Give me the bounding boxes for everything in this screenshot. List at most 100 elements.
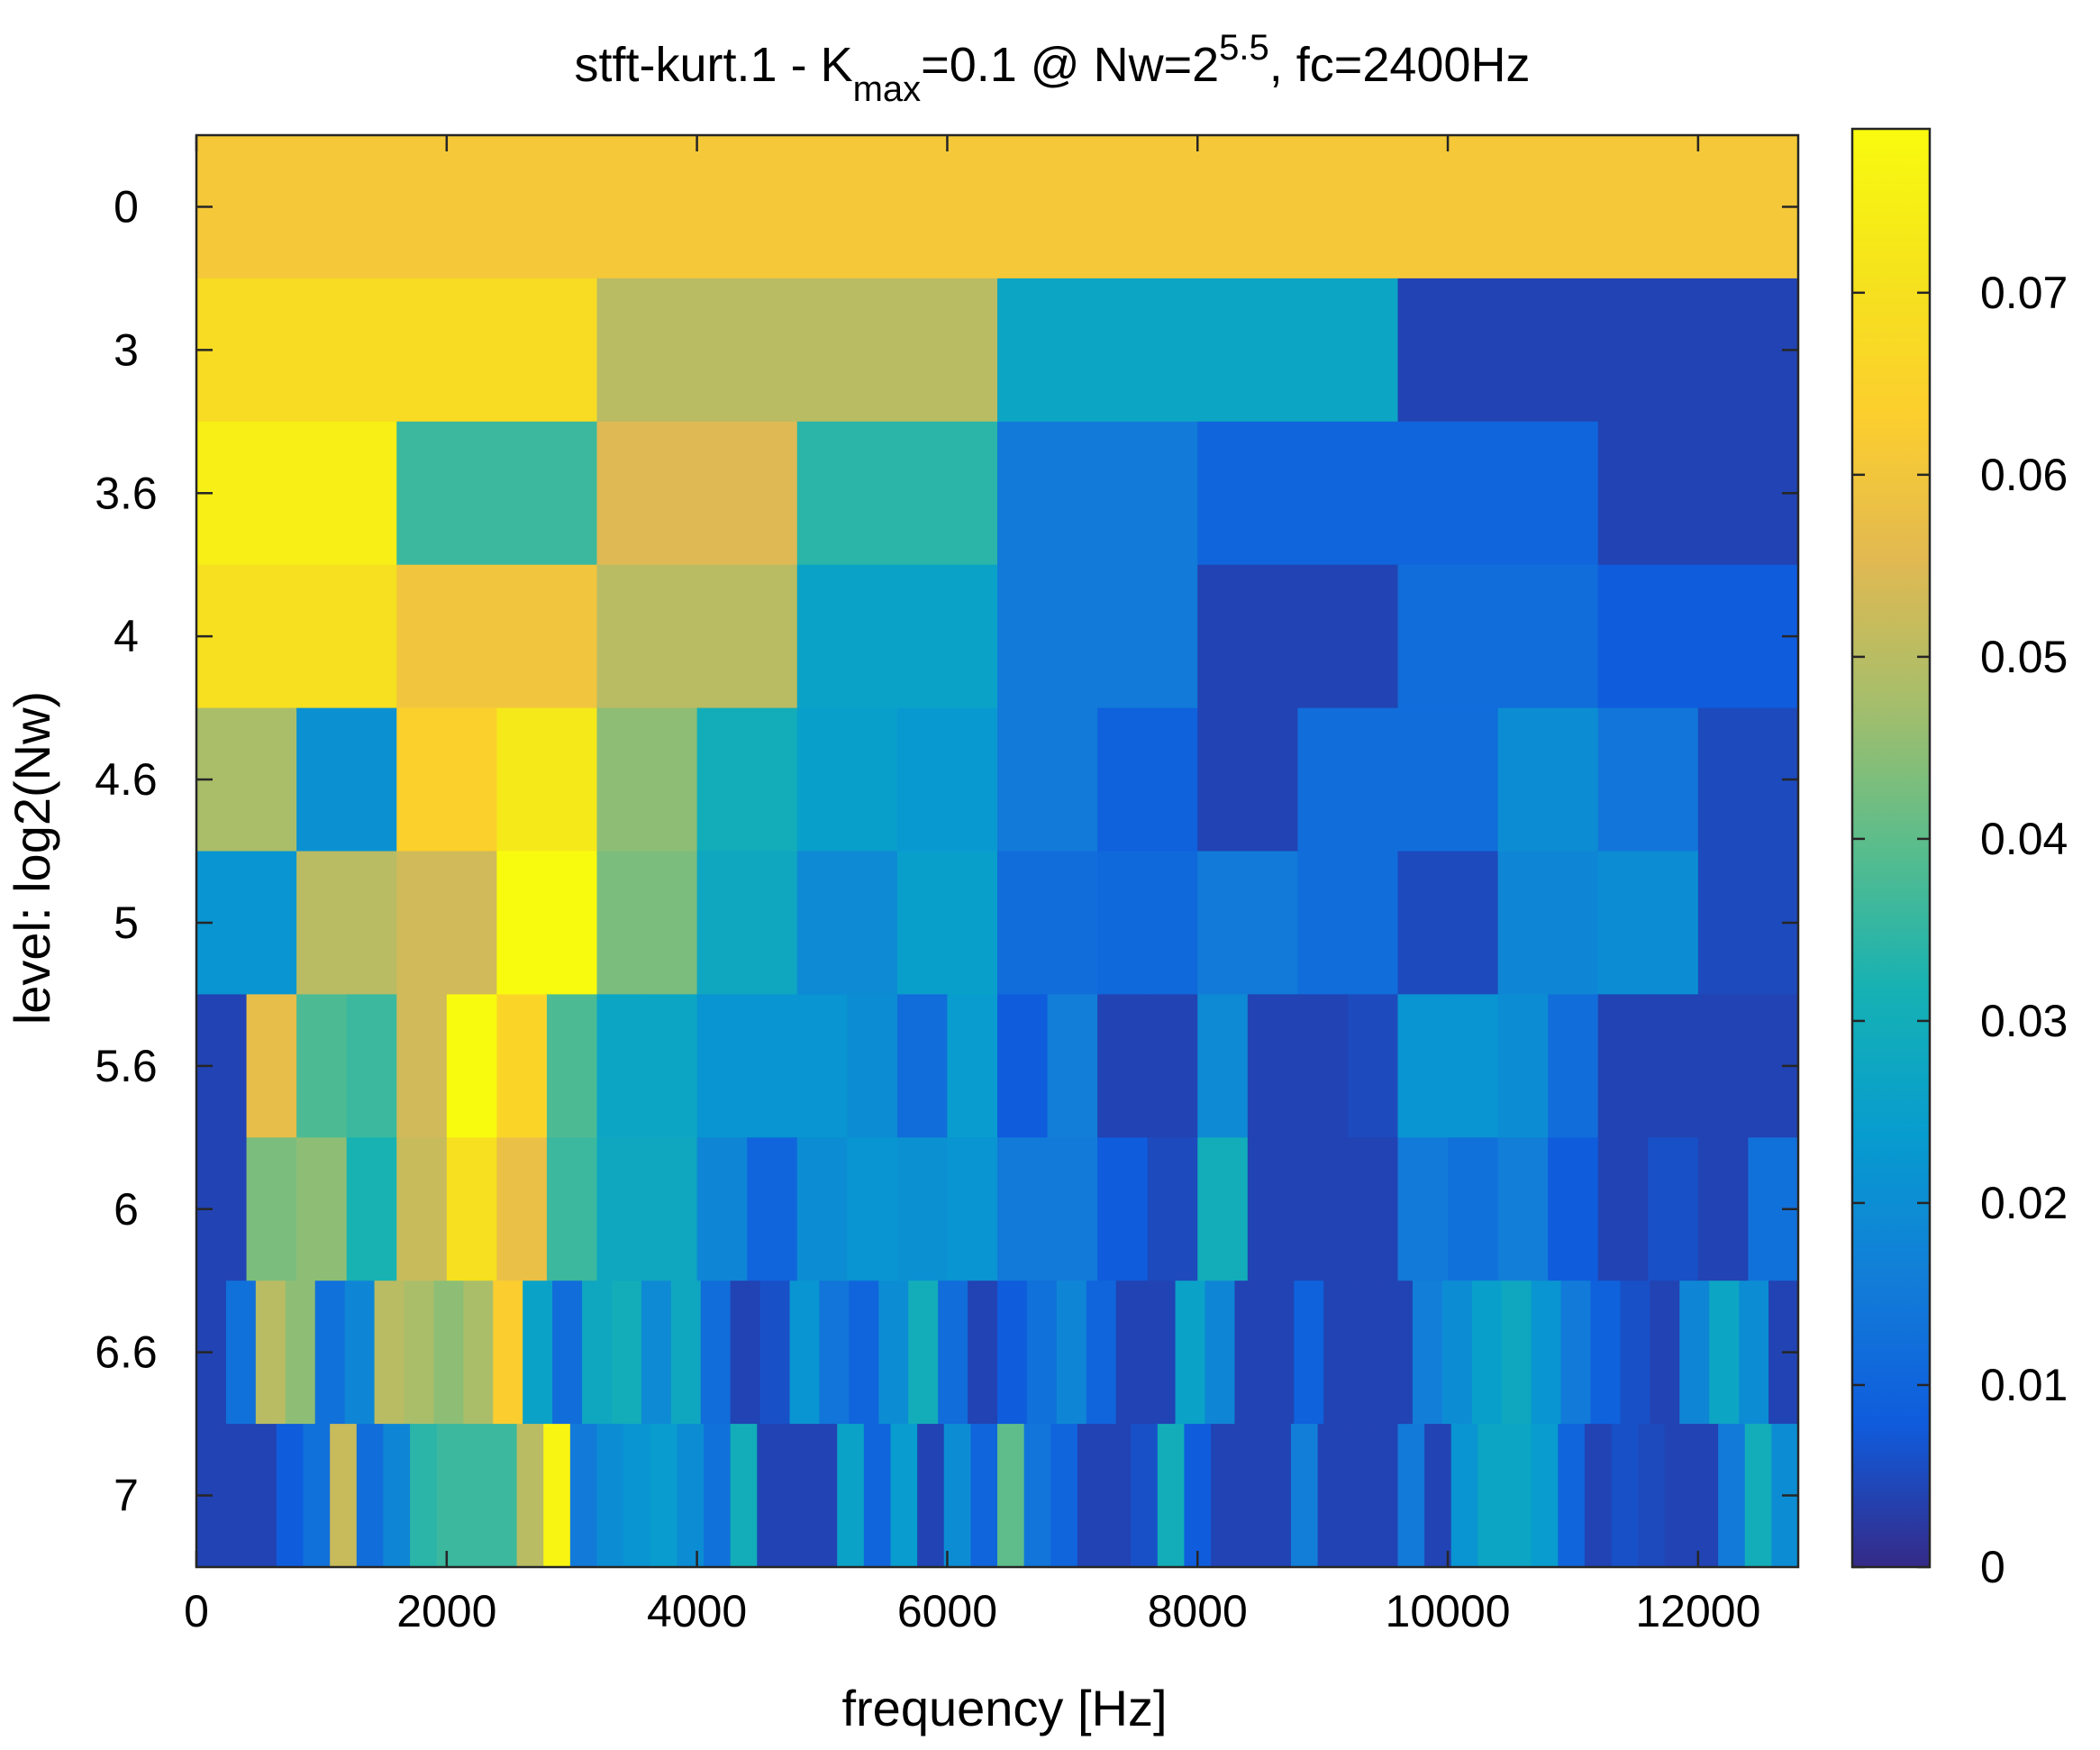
colorbar-tick-label: 0.01: [1980, 1360, 2068, 1410]
heatmap-cell: [1448, 1137, 1499, 1281]
heatmap-cell: [396, 994, 448, 1138]
heatmap-cell: [1294, 1281, 1324, 1425]
heatmap-cell: [374, 1281, 405, 1425]
heatmap-cell: [1197, 851, 1298, 995]
heatmap-cell: [1197, 994, 1249, 1138]
heatmap-cell: [696, 851, 798, 995]
heatmap-cell: [496, 707, 598, 852]
heatmap-cell: [1047, 1137, 1098, 1281]
heatmap-cell: [1323, 1281, 1354, 1425]
heatmap-cell: [196, 278, 598, 423]
heatmap-cell: [463, 1424, 491, 1568]
heatmap-cell: [997, 278, 1399, 423]
heatmap-cell: [569, 1424, 598, 1568]
heatmap-cell: [878, 1281, 909, 1425]
x-axis-label: frequency [Hz]: [841, 1680, 1167, 1736]
heatmap-cell: [396, 421, 598, 566]
heatmap-cell: [997, 994, 1049, 1138]
heatmap-cell: [730, 1424, 758, 1568]
heatmap-cell: [997, 564, 1198, 709]
heatmap-cell: [1448, 994, 1499, 1138]
heatmap-cell: [1317, 1424, 1345, 1568]
heatmap-cell: [1697, 1137, 1750, 1281]
heatmap-cell: [1697, 707, 1799, 852]
heatmap-cell: [223, 1424, 250, 1568]
heatmap-cell: [596, 707, 698, 852]
colorbar-tick-label: 0: [1980, 1542, 2005, 1592]
heatmap-cell: [1548, 1137, 1599, 1281]
heatmap-cell: [1097, 1137, 1149, 1281]
heatmap-cell: [997, 1424, 1025, 1568]
heatmap-cell: [796, 707, 898, 852]
heatmap-cell: [296, 851, 397, 995]
heatmap-cell: [1597, 851, 1699, 995]
heatmap-cell: [1697, 851, 1799, 995]
heatmap-cell: [997, 1137, 1049, 1281]
heatmap-cell: [1697, 994, 1750, 1138]
heatmap-cell: [1297, 994, 1349, 1138]
heatmap-cell: [819, 1281, 850, 1425]
heatmap-cell: [896, 707, 998, 852]
heatmap-cell: [1147, 994, 1198, 1138]
heatmap-cell: [896, 994, 949, 1138]
heatmap-cell: [1501, 1281, 1532, 1425]
heatmap-cell: [1397, 994, 1449, 1138]
heatmap-cell: [700, 1281, 732, 1425]
heatmap-cell: [356, 1424, 385, 1568]
heatmap-cell: [1679, 1281, 1710, 1425]
y-tick-label: 3.6: [95, 468, 158, 518]
heatmap-cell: [796, 421, 998, 566]
heatmap-cell: [837, 1424, 865, 1568]
heatmap-cell: [1297, 851, 1399, 995]
heatmap-cell: [1597, 707, 1699, 852]
heatmap-cell: [1597, 994, 1649, 1138]
heatmap-cell: [596, 564, 798, 709]
heatmap-cell: [623, 1424, 651, 1568]
colorbar: [1850, 127, 1932, 1569]
x-tick-label: 12000: [1635, 1586, 1760, 1636]
heatmap-cell: [1531, 1281, 1562, 1425]
heatmap-cell: [1560, 1281, 1592, 1425]
colorbar-ticks: 0 0.01 0.02 0.03 0.04 0.05 0.06 0.07: [1852, 268, 2068, 1592]
heatmap-cell: [1558, 1424, 1586, 1568]
heatmap-cell: [1397, 707, 1499, 852]
heatmap-cell: [255, 1281, 286, 1425]
heatmap-cell: [1097, 994, 1149, 1138]
y-tick-label: 5: [114, 898, 139, 948]
heatmap-cell: [1347, 994, 1399, 1138]
x-tick-label: 6000: [897, 1586, 997, 1636]
x-tick-label: 4000: [647, 1586, 747, 1636]
heatmap-cell: [246, 1137, 297, 1281]
heatmap-cell: [1531, 1424, 1559, 1568]
heatmap-cell: [747, 994, 798, 1138]
heatmap-cell: [789, 1281, 821, 1425]
heatmap-cell: [1047, 994, 1098, 1138]
x-tick-label: 0: [184, 1586, 209, 1636]
heatmap-cell: [196, 135, 1799, 279]
y-tick-label: 6: [114, 1184, 139, 1235]
heatmap-cell: [747, 1137, 798, 1281]
heatmap-cell: [596, 278, 998, 423]
heatmap-cell: [404, 1281, 435, 1425]
heatmap-cell: [433, 1281, 464, 1425]
heatmap-cell: [810, 1424, 838, 1568]
title-prefix: stft-kurt.1 - K: [575, 38, 853, 92]
heatmap-cell: [1497, 851, 1599, 995]
heatmap-cell: [546, 994, 598, 1138]
heatmap-cell: [596, 421, 798, 566]
heatmap-cell: [997, 421, 1198, 566]
title-suffix: , fc=2400Hz: [1269, 38, 1531, 92]
heatmap-cell: [1104, 1424, 1132, 1568]
heatmap-cell: [1548, 994, 1599, 1138]
heatmap-cell: [1505, 1424, 1532, 1568]
heatmap-cell: [647, 1137, 698, 1281]
heatmap-cell: [917, 1424, 945, 1568]
heatmap-cell: [346, 1137, 397, 1281]
heatmap-cell: [1739, 1281, 1769, 1425]
heatmap-cell: [730, 1281, 761, 1425]
heatmap-cell: [759, 1281, 791, 1425]
colorbar-tick-label: 0.06: [1980, 450, 2068, 500]
heatmap-cell: [1145, 1281, 1177, 1425]
heatmap-cell: [1497, 994, 1549, 1138]
heatmap-cell: [757, 1424, 785, 1568]
